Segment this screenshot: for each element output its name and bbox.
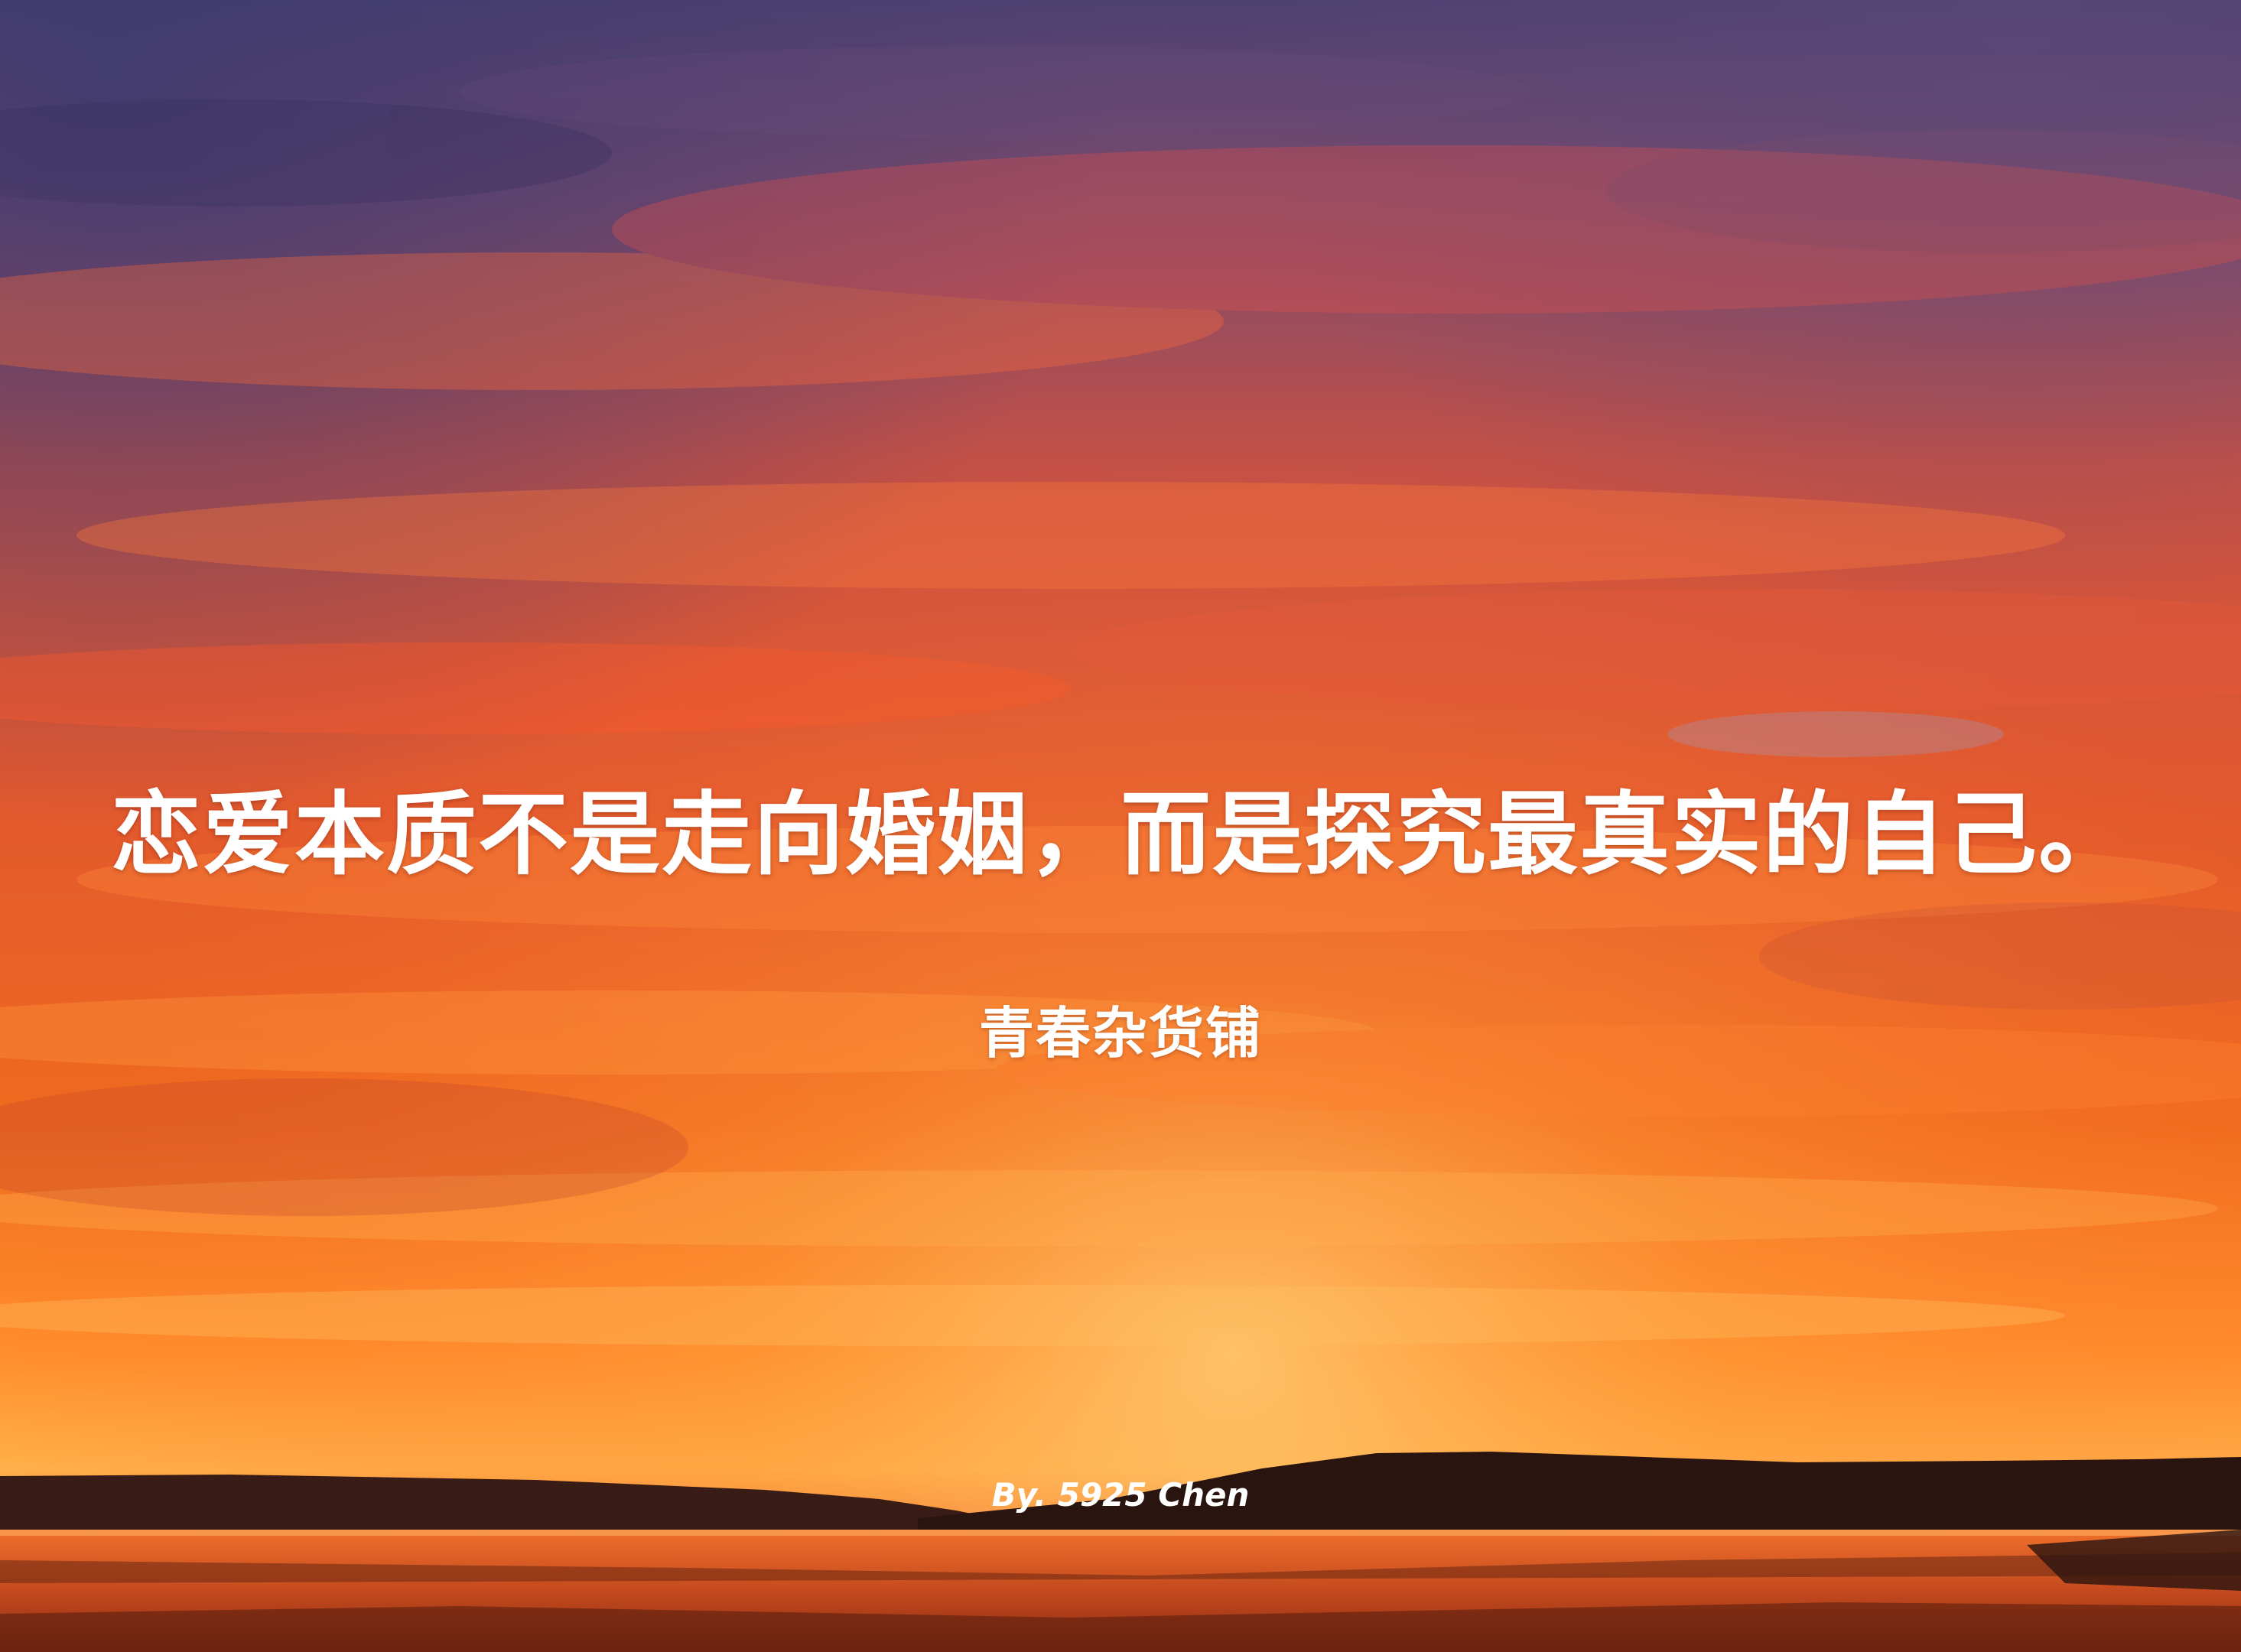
subtitle-text: 青春杂货铺 <box>978 1001 1262 1065</box>
quote-text: 恋爱本质不是走向婚姻，而是探究最真实的自己。 <box>110 782 2130 887</box>
byline-text: By. 5925 Chen <box>991 1476 1250 1514</box>
